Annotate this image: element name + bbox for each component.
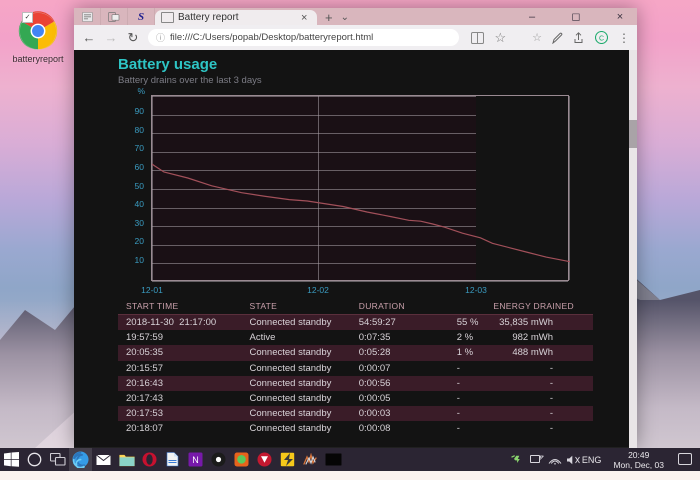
svg-text:C: C [599, 35, 604, 42]
svg-text:N: N [192, 455, 199, 465]
